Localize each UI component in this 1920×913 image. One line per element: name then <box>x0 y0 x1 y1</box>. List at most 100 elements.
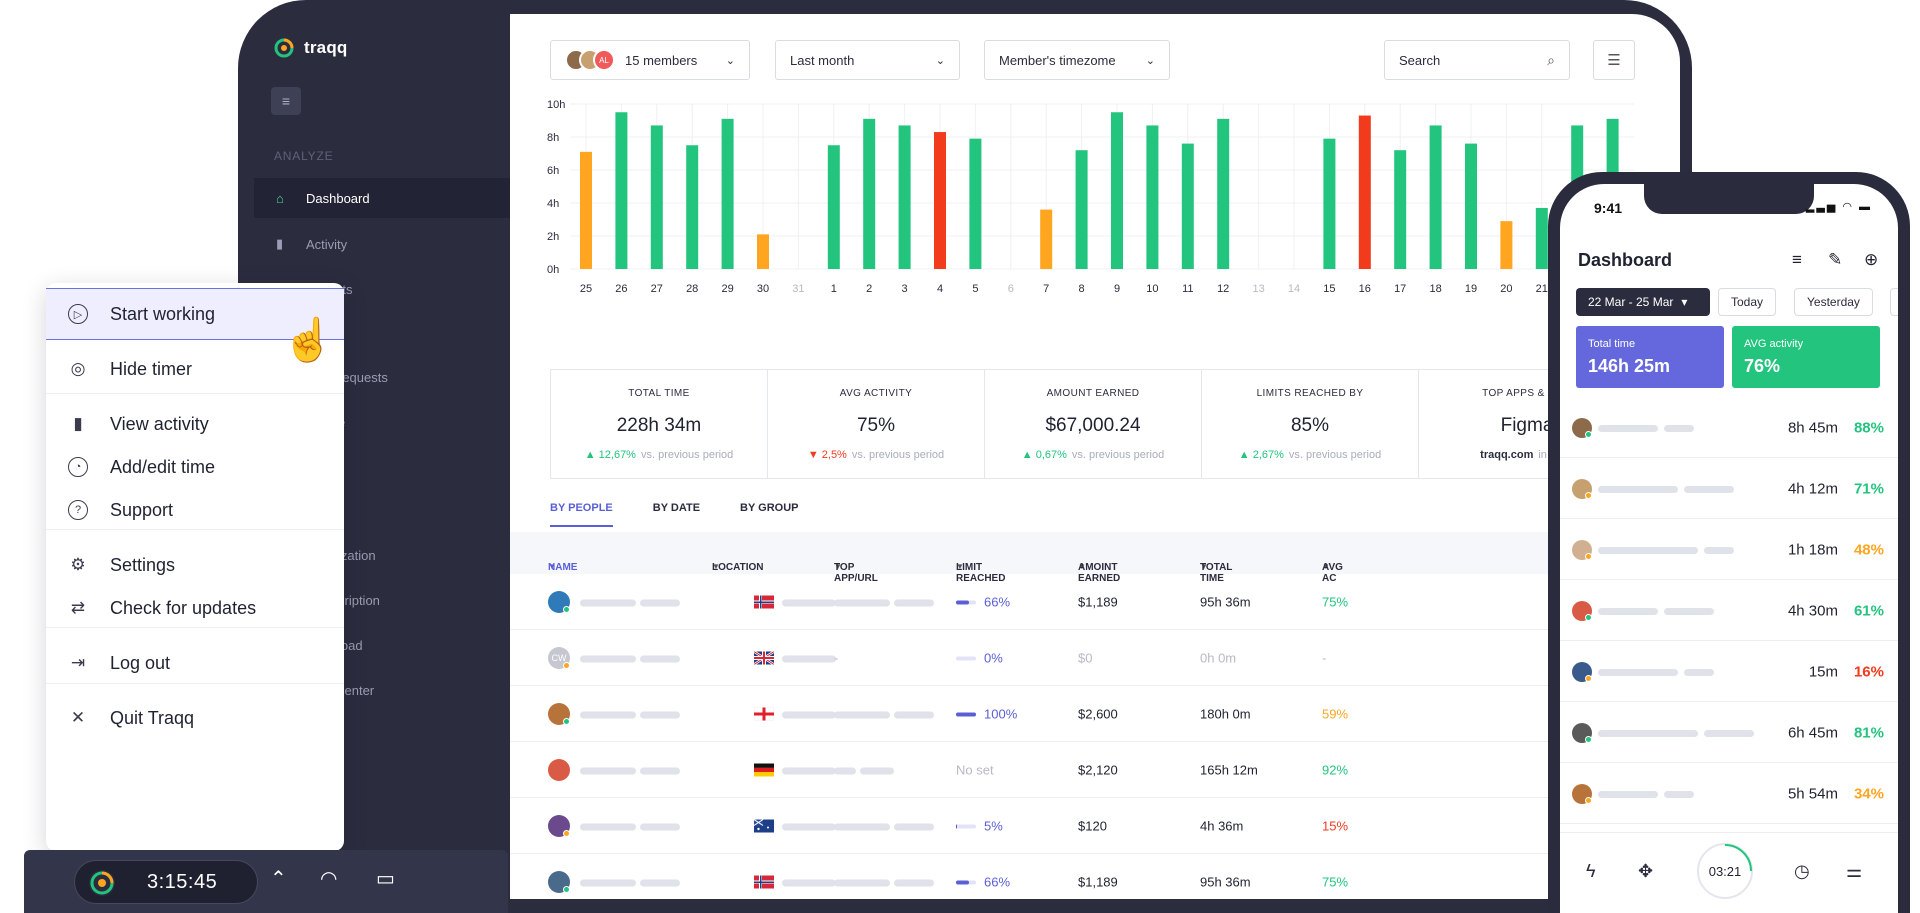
bar-day-25[interactable] <box>580 151 592 269</box>
table-row[interactable]: CW - 0% $0 0h 0m - <box>510 630 1680 686</box>
menu-item-add-edit-time[interactable]: ◔ Add/edit time <box>46 441 344 493</box>
tab-by-people[interactable]: BY PEOPLE <box>550 502 613 527</box>
help-icon: ? <box>68 500 88 520</box>
filter-settings-button[interactable]: ☰ <box>1593 40 1635 80</box>
chip-yesterday[interactable]: Yesterday <box>1794 288 1873 316</box>
sidebar-item-dashboard[interactable]: ⌂ Dashboard <box>254 178 510 218</box>
menu-item-view-activity[interactable]: ▮ View activity <box>46 398 344 450</box>
timezone-select[interactable]: Member's timezome ⌄ <box>984 40 1170 80</box>
status-dot <box>563 885 570 893</box>
date-range-select[interactable]: 22 Mar - 25 Mar ▾ <box>1576 288 1710 316</box>
table-row[interactable]: 5% $120 4h 36m 15% <box>510 798 1680 854</box>
chevron-down-icon: ⌄ <box>725 54 735 67</box>
bar-day-9[interactable] <box>1111 112 1123 269</box>
chevron-up-icon[interactable]: ⌃ <box>270 868 287 890</box>
bar-day-8[interactable] <box>1075 150 1088 269</box>
tab-by-group[interactable]: BY GROUP <box>740 502 799 514</box>
status-dot <box>1585 674 1592 682</box>
sidebar-item-organization[interactable]: ization <box>338 548 376 563</box>
bar-day-26[interactable] <box>615 112 628 269</box>
flag-icon <box>754 595 774 608</box>
stat-delta: 12,67% <box>598 449 636 461</box>
sidebar-item-activity[interactable]: ▮ Activity <box>254 224 510 264</box>
member-row[interactable]: 4h 30m 61% <box>1560 581 1898 641</box>
bar-day-10[interactable] <box>1146 125 1159 269</box>
menu-item-support[interactable]: ? Support <box>46 484 344 536</box>
sidebar-item-download[interactable]: load <box>338 638 363 653</box>
flag-icon <box>754 875 774 888</box>
menu-item-check-for-updates[interactable]: ⇄ Check for updates <box>46 582 344 634</box>
member-row[interactable]: 15m 16% <box>1560 642 1898 702</box>
clock-icon[interactable]: ◷ <box>1794 861 1810 881</box>
bar-day-17[interactable] <box>1394 150 1407 269</box>
menu-item-log-out[interactable]: ⇥ Log out <box>46 637 344 689</box>
lightning-icon[interactable]: ϟ <box>1586 861 1596 881</box>
sidebar-item-subscription[interactable]: cription <box>338 593 380 608</box>
logo[interactable]: traqq <box>274 38 348 58</box>
bar-day-1[interactable] <box>827 145 840 269</box>
name-placeholder <box>580 762 680 777</box>
sliders-icon[interactable]: ⚌ <box>1846 861 1863 881</box>
sort-icon[interactable]: ≡ <box>1792 250 1802 269</box>
bar-day-27[interactable] <box>650 125 663 269</box>
add-circle-icon[interactable]: ⊕ <box>1864 250 1879 269</box>
bar-day-28[interactable] <box>686 145 699 269</box>
bar-day-5[interactable] <box>969 138 982 269</box>
bar-day-29[interactable] <box>721 118 734 269</box>
table-row[interactable]: 100% $2,600 180h 0m 59% <box>510 686 1680 742</box>
stat-delta: 2,5% <box>821 449 847 461</box>
member-row[interactable]: 4h 12m 71% <box>1560 459 1898 519</box>
member-row[interactable]: 1h 18m 48% <box>1560 520 1898 580</box>
member-row[interactable]: 8h 45m 88% <box>1560 398 1898 458</box>
avatar <box>548 758 570 781</box>
phone-timer-button[interactable]: 03:21 <box>1697 843 1753 899</box>
location-placeholder <box>782 818 836 833</box>
menu-item-hide-timer[interactable]: ◎ Hide timer <box>46 343 344 395</box>
bar-day-4[interactable] <box>934 132 946 269</box>
bar-day-18[interactable] <box>1429 125 1442 269</box>
tab-by-date[interactable]: BY DATE <box>652 502 701 514</box>
location-placeholder <box>782 874 836 889</box>
tray-timer-widget[interactable]: 3:15:45 <box>74 860 258 904</box>
sidebar-item-help-center[interactable]: center <box>338 683 375 698</box>
bar-day-21[interactable] <box>1535 207 1548 269</box>
search-input[interactable]: Search ⌕ <box>1384 40 1570 80</box>
members-filter[interactable]: AL 15 members ⌄ <box>550 40 750 80</box>
member-row[interactable]: 6h 45m 81% <box>1560 703 1898 763</box>
sidebar-item-requests[interactable]: requests <box>338 370 388 385</box>
bar-day-11[interactable] <box>1181 143 1194 269</box>
menu-item-quit-traqq[interactable]: ✕ Quit Traqq <box>46 692 344 744</box>
tray-context-menu: ▷ Start working ◎ Hide timer ▮ View activity ◔… <box>46 283 344 851</box>
period-select[interactable]: Last month ⌄ <box>775 40 960 80</box>
chip-partial[interactable] <box>1890 288 1898 316</box>
member-row[interactable]: 5h 54m 34% <box>1560 764 1898 824</box>
bar-day-2[interactable] <box>863 118 876 269</box>
bar-day-3[interactable] <box>898 125 911 269</box>
menu-item-settings[interactable]: ⚙ Settings <box>46 539 344 591</box>
flag-icon <box>753 818 774 832</box>
battery-icon[interactable]: ▭ <box>376 868 395 890</box>
menu-item-start-working[interactable]: ▷ Start working <box>46 288 344 340</box>
bar-day-7[interactable] <box>1040 209 1053 269</box>
bar-day-20[interactable] <box>1500 221 1513 269</box>
edit-icon[interactable]: ✎ <box>1828 250 1843 269</box>
stat-value: 75% <box>856 415 896 436</box>
phone-frame: 9:41 ▂▃▅ ◠ ▬ Dashboard ≡ ✎ ⊕ 22 Mar - 25… <box>1548 172 1910 913</box>
hamburger-menu-icon[interactable]: ≡ <box>271 87 301 115</box>
table-row[interactable]: No set $2,120 165h 12m 92% <box>510 742 1680 798</box>
status-dot <box>1585 613 1592 621</box>
phone-timer: 03:21 <box>1708 863 1742 879</box>
avatar-initials: CW <box>551 652 567 663</box>
bar-day-19[interactable] <box>1465 143 1477 269</box>
table-row[interactable]: 66% $1,189 95h 36m 75% <box>510 854 1680 899</box>
apps-icon[interactable]: ✥ <box>1638 861 1654 881</box>
bar-day-30[interactable] <box>757 234 769 269</box>
bar-day-15[interactable] <box>1323 138 1336 269</box>
bar-day-12[interactable] <box>1217 118 1230 269</box>
y-tick-label: 2h <box>547 231 559 243</box>
wifi-icon[interactable]: ◠ <box>320 868 338 890</box>
chip-today[interactable]: Today <box>1718 288 1777 316</box>
bar-day-16[interactable] <box>1358 115 1371 269</box>
close-icon: ✕ <box>70 708 86 727</box>
table-row[interactable]: 66% $1,189 95h 36m 75% <box>510 574 1680 630</box>
